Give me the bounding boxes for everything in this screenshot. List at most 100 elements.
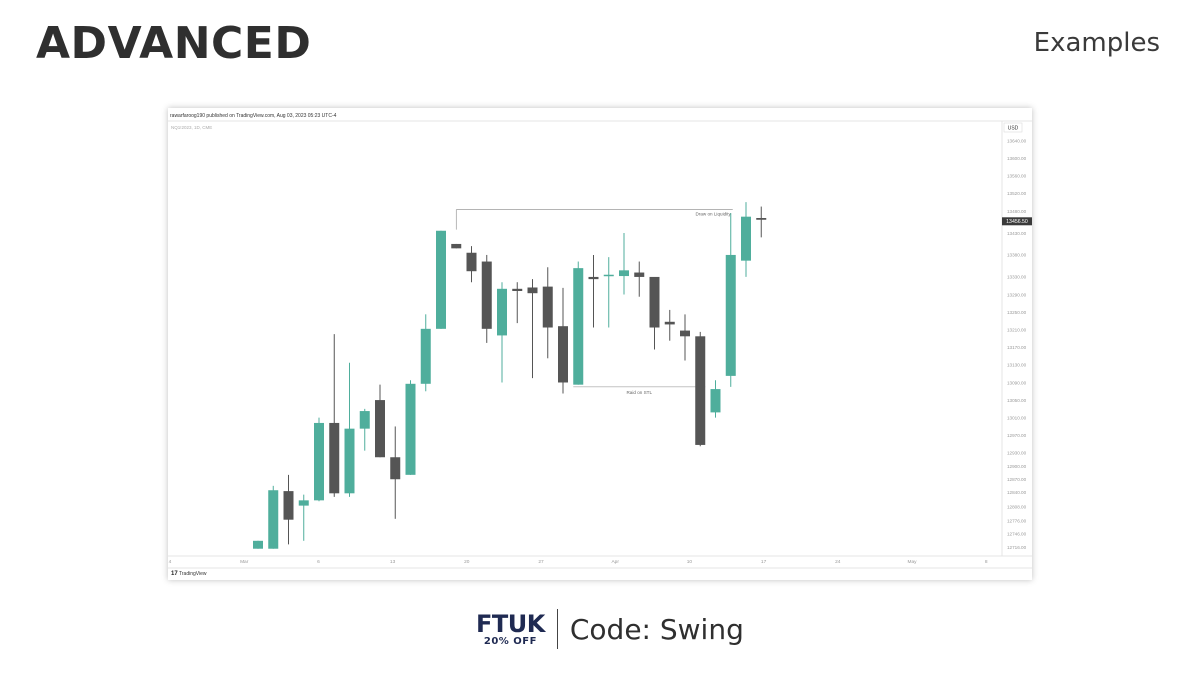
- liquidity-levels: Draw on Liquidity Raid on STL: [455, 209, 733, 395]
- y-tick-label: 13430.00: [1007, 231, 1027, 236]
- chart-card: rawarfaroog190 published on TradingView.…: [168, 108, 1032, 580]
- x-tick-label: 20: [464, 559, 470, 565]
- y-tick-label: 13130.00: [1007, 363, 1027, 368]
- x-tick-label: 4: [169, 559, 172, 565]
- y-tick-label: 12808.00: [1007, 504, 1027, 509]
- candle-body: [298, 500, 309, 506]
- candle-body: [527, 287, 538, 294]
- candle: [588, 254, 599, 328]
- candle: [451, 243, 462, 249]
- candle-body: [741, 216, 751, 261]
- candle-body: [268, 490, 279, 549]
- candle-body: [436, 230, 446, 329]
- y-tick-label: 13640.00: [1007, 138, 1027, 143]
- candle-body: [253, 540, 263, 549]
- candle: [466, 246, 477, 283]
- discount-label: 20% OFF: [483, 635, 537, 647]
- candle-body: [603, 274, 614, 277]
- candle-body: [756, 218, 767, 220]
- candle-body: [359, 411, 370, 429]
- candle: [512, 282, 523, 324]
- candle-body: [329, 422, 340, 494]
- y-tick-label: 12970.00: [1007, 433, 1027, 438]
- y-tick-label: 13010.00: [1007, 415, 1027, 420]
- candle-body: [680, 330, 690, 337]
- raid-on-stl-label: Raid on STL: [626, 390, 652, 395]
- y-tick-label: 13050.00: [1007, 398, 1027, 403]
- x-tick-label: May: [907, 559, 917, 565]
- candle: [725, 213, 736, 387]
- candle: [680, 314, 690, 361]
- candle: [664, 309, 675, 341]
- tradingview-watermark: 17 TradingView: [171, 571, 207, 577]
- draw-on-liquidity-label: Draw on Liquidity: [696, 212, 732, 217]
- candle-body: [420, 328, 431, 384]
- candle: [619, 232, 629, 295]
- currency-label: USD: [1008, 126, 1019, 132]
- candle: [390, 426, 401, 519]
- candle: [603, 257, 614, 328]
- candle-body: [344, 428, 355, 494]
- x-tick-label: 17: [761, 559, 767, 565]
- candle: [710, 380, 721, 418]
- candles: [253, 202, 767, 549]
- candle-body: [619, 270, 629, 277]
- candle: [405, 380, 416, 475]
- candle-body: [481, 261, 492, 329]
- candle-body: [390, 457, 401, 480]
- y-tick-label: 13250.00: [1007, 310, 1027, 315]
- candle: [497, 282, 507, 383]
- candle: [375, 384, 385, 458]
- tradingview-label: TradingView: [179, 571, 207, 577]
- candle: [634, 261, 645, 297]
- candle: [573, 261, 584, 385]
- page-title: ADVANCED: [36, 18, 312, 69]
- candle-body: [283, 491, 294, 520]
- x-axis-ticks: 4 Mar 6 13 20 27 Apr 10 17 24 May 8: [169, 559, 988, 565]
- y-tick-label: 12870.00: [1007, 477, 1027, 482]
- candle: [329, 334, 340, 497]
- currency-badge: [1003, 122, 1023, 133]
- candle-body: [725, 254, 736, 376]
- candle-body: [573, 268, 584, 385]
- y-tick-label: 12900.00: [1007, 464, 1027, 469]
- y-axis-ticks: 13640.00 13600.00 13560.00 13520.00 13480.00…: [1007, 138, 1027, 549]
- chart-published-text: rawarfaroog190 published on TradingView.…: [170, 113, 337, 119]
- promo-code: Code: Swing: [569, 612, 744, 646]
- candle: [542, 267, 553, 359]
- candle-body: [634, 272, 645, 277]
- candle: [268, 485, 279, 549]
- y-tick-label: 13560.00: [1007, 174, 1027, 179]
- y-tick-label: 13480.00: [1007, 209, 1027, 214]
- candle: [756, 206, 767, 238]
- candle: [344, 362, 355, 497]
- brand-logo: FTUK 20% OFF: [476, 612, 545, 647]
- candle-body: [664, 321, 675, 325]
- candle: [558, 287, 568, 394]
- y-tick-label: 13290.00: [1007, 292, 1027, 297]
- candle: [649, 276, 660, 350]
- last-price-tag: 13456.50: [1002, 217, 1032, 226]
- y-tick-label: 12930.00: [1007, 451, 1027, 456]
- footer-divider: [556, 609, 558, 649]
- candle-body: [710, 389, 721, 413]
- y-tick-label: 13090.00: [1007, 380, 1027, 385]
- candle-body: [466, 252, 477, 272]
- x-tick-label: 13: [390, 559, 396, 565]
- candle: [420, 314, 431, 392]
- y-tick-label: 13520.00: [1007, 191, 1027, 196]
- candle: [298, 494, 309, 541]
- y-tick-label: 13600.00: [1007, 156, 1027, 161]
- candle: [527, 279, 538, 379]
- y-tick-label: 13380.00: [1007, 253, 1027, 258]
- page-subtitle: Examples: [1033, 28, 1160, 58]
- x-tick-label: 6: [317, 559, 320, 565]
- y-tick-label: 12840.00: [1007, 490, 1027, 495]
- candle: [314, 417, 324, 502]
- candle: [283, 474, 294, 545]
- candlestick-chart: rawarfaroog190 published on TradingView.…: [168, 113, 1032, 577]
- footer: FTUK 20% OFF Code: Swing: [476, 608, 744, 650]
- candle-body: [314, 422, 324, 501]
- y-tick-label: 12776.00: [1007, 518, 1027, 523]
- x-tick-label: 8: [985, 559, 988, 565]
